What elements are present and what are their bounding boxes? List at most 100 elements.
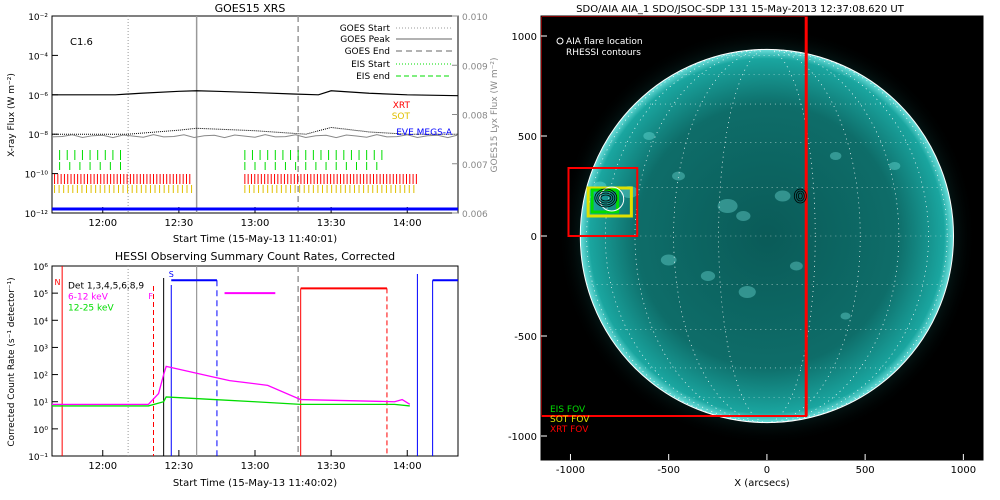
hessi-xtick-label: 12:30 xyxy=(164,461,193,472)
aia-legend-xrt-fov: XRT FOV xyxy=(550,425,589,435)
hessi-xtick-label: 13:00 xyxy=(241,461,270,472)
goes-ytick-right-label: 0.006 xyxy=(462,210,488,220)
hessi-ytick-label: 10¹ xyxy=(33,399,48,409)
goes-ytick-right-label: 0.010 xyxy=(462,13,488,23)
hessi-band2-line xyxy=(52,396,410,407)
aia-flare-location xyxy=(599,186,625,212)
aia-active-region xyxy=(660,254,677,266)
aia-xrt-fov-small xyxy=(567,167,639,237)
goes-ytick-right-label: 0.008 xyxy=(462,112,488,122)
goes-xtick-label: 12:00 xyxy=(88,218,117,229)
aia-active-region xyxy=(774,190,791,202)
goes-xtick-label: 13:00 xyxy=(241,218,270,229)
hessi-frame xyxy=(51,265,459,457)
aia-active-region xyxy=(738,286,756,298)
aia-lon-line xyxy=(604,49,929,423)
goes-long-line xyxy=(52,90,459,97)
aia-legend-eis-fov: EIS FOV xyxy=(550,405,586,415)
aia-xlabel: X (arcsecs) xyxy=(734,478,790,489)
aia-title: SDO/AIA AIA_1 SDO/JSOC-SDP 131 15-May-20… xyxy=(576,4,905,15)
aia-legend-flare-symbol xyxy=(556,37,564,45)
goes-xtick-label: 14:00 xyxy=(393,218,422,229)
goes-ytick-label: 10⁻⁶ xyxy=(28,92,48,102)
goes-legend-goes_end: GOES End xyxy=(345,47,390,57)
goes-ytick-label: 10⁻⁴ xyxy=(28,52,48,62)
goes-chart: GOES15 XRS 10⁻¹² 10⁻¹⁰ 10⁻⁸ 10⁻⁶ 10⁻⁴ 10⁻² 0.00… xyxy=(7,2,500,245)
aia-ytick-label: 0 xyxy=(531,232,537,243)
aia-active-region xyxy=(888,162,901,170)
hessi-ytick-label: 10³ xyxy=(33,344,48,354)
goes-legend-goes_peak: GOES Peak xyxy=(340,35,390,45)
aia-active-region xyxy=(736,211,751,221)
goes-ylabel: X-ray Flux (W m⁻²) xyxy=(7,73,17,157)
hessi-ytick-label: 10² xyxy=(33,372,48,382)
aia-image-layer xyxy=(541,16,976,446)
hessi-legend-band2: 12-25 keV xyxy=(68,303,114,313)
hessi-xlabel: Start Time (15-May-13 11:40:02) xyxy=(173,478,337,489)
hessi-flag-f: F xyxy=(148,292,153,301)
hessi-chart: HESSI Observing Summary Count Rates, Cor… xyxy=(7,250,459,489)
hessi-ytick-label: 10⁰ xyxy=(33,426,48,436)
goes-legend-eis_start: EIS Start xyxy=(351,60,390,70)
aia-active-region xyxy=(789,261,803,271)
goes-lya-line xyxy=(51,134,459,139)
goes-legend-eis_end: EIS end xyxy=(356,72,390,82)
aia-ytick-label: 1000 xyxy=(512,32,537,43)
goes-ytick-label: 10⁻² xyxy=(28,13,48,23)
aia-rhessi-contour xyxy=(797,192,803,200)
goes-annotation: C1.6 xyxy=(70,37,93,48)
hessi-flag-n: N xyxy=(55,278,61,287)
goes-xlabel: Start Time (15-May-13 11:40:01) xyxy=(173,234,337,245)
aia-rhessi-contour xyxy=(594,188,618,208)
aia-xtick-label: -500 xyxy=(657,465,680,476)
hessi-title: HESSI Observing Summary Count Rates, Cor… xyxy=(115,250,395,263)
goes-legend-goes_start: GOES Start xyxy=(340,24,391,34)
aia-active-region xyxy=(643,132,655,140)
goes-ylabel-right: GOES15 Lyx Flux (W m⁻²) xyxy=(490,58,500,173)
hessi-ytick-label: 10⁴ xyxy=(33,317,48,327)
aia-xtick-label: -1000 xyxy=(556,465,585,476)
aia-active-region xyxy=(700,271,716,281)
hessi-ylabel: Corrected Count Rate (s⁻¹ detector⁻¹) xyxy=(7,277,17,446)
aia-active-region xyxy=(840,312,851,320)
hessi-ytick-label: 10⁶ xyxy=(33,263,48,273)
hessi-ytick-label: 10⁵ xyxy=(33,290,48,300)
goes-xtick-label: 13:30 xyxy=(317,218,346,229)
goes-legend-sot: SOT xyxy=(392,112,411,122)
aia-rhessi-contour xyxy=(795,190,805,202)
goes-xtick-label: 12:30 xyxy=(164,218,193,229)
goes-ytick-label: 10⁻¹² xyxy=(25,210,49,220)
goes-short-line xyxy=(52,126,458,135)
goes-title: GOES15 XRS xyxy=(215,2,286,15)
aia-ytick-label: 500 xyxy=(518,132,537,143)
aia-frame xyxy=(540,15,984,461)
aia-active-region xyxy=(829,152,842,160)
aia-ytick-label: -1000 xyxy=(508,432,537,443)
aia-rhessi-contour xyxy=(600,194,612,202)
aia-rhessi-contour xyxy=(598,192,614,204)
aia-legend-rhessi: RHESSI contours xyxy=(566,48,641,58)
aia-sot-fov xyxy=(586,186,633,218)
goes-ytick-right-label: 0.009 xyxy=(462,62,488,72)
aia-sun-disk xyxy=(580,49,954,423)
aia-active-region xyxy=(672,171,685,181)
aia-legend-sot-fov: SOT FOV xyxy=(550,415,590,425)
hessi-xtick-label: 14:00 xyxy=(393,461,422,472)
hessi-flag-s: S xyxy=(169,270,174,279)
aia-xtick-label: 1000 xyxy=(951,465,976,476)
aia-eis-fov xyxy=(590,188,620,214)
aia-legend-flare: AIA flare location xyxy=(566,37,643,47)
goes-ytick-label: 10⁻¹⁰ xyxy=(25,171,49,181)
hessi-ytick-label: 10⁻¹ xyxy=(28,453,48,463)
aia-rhessi-contour xyxy=(596,190,616,206)
goes-legend-xrt: XRT xyxy=(393,101,411,111)
hessi-xtick-label: 13:30 xyxy=(317,461,346,472)
right-panel: SDO/AIA AIA_1 SDO/JSOC-SDP 131 15-May-20… xyxy=(500,0,1000,500)
aia-xtick-label: 500 xyxy=(856,465,875,476)
hessi-band1-line xyxy=(52,365,411,405)
hessi-legend-det: Det 1,3,4,5,6,8,9 xyxy=(68,281,144,291)
aia-image-chart: SDO/AIA AIA_1 SDO/JSOC-SDP 131 15-May-20… xyxy=(508,4,984,489)
goes-ytick-label: 10⁻⁸ xyxy=(28,131,48,141)
left-panel: GOES15 XRS 10⁻¹² 10⁻¹⁰ 10⁻⁸ 10⁻⁶ 10⁻⁴ 10⁻² 0.00… xyxy=(7,2,500,489)
hessi-xtick-label: 12:00 xyxy=(88,461,117,472)
